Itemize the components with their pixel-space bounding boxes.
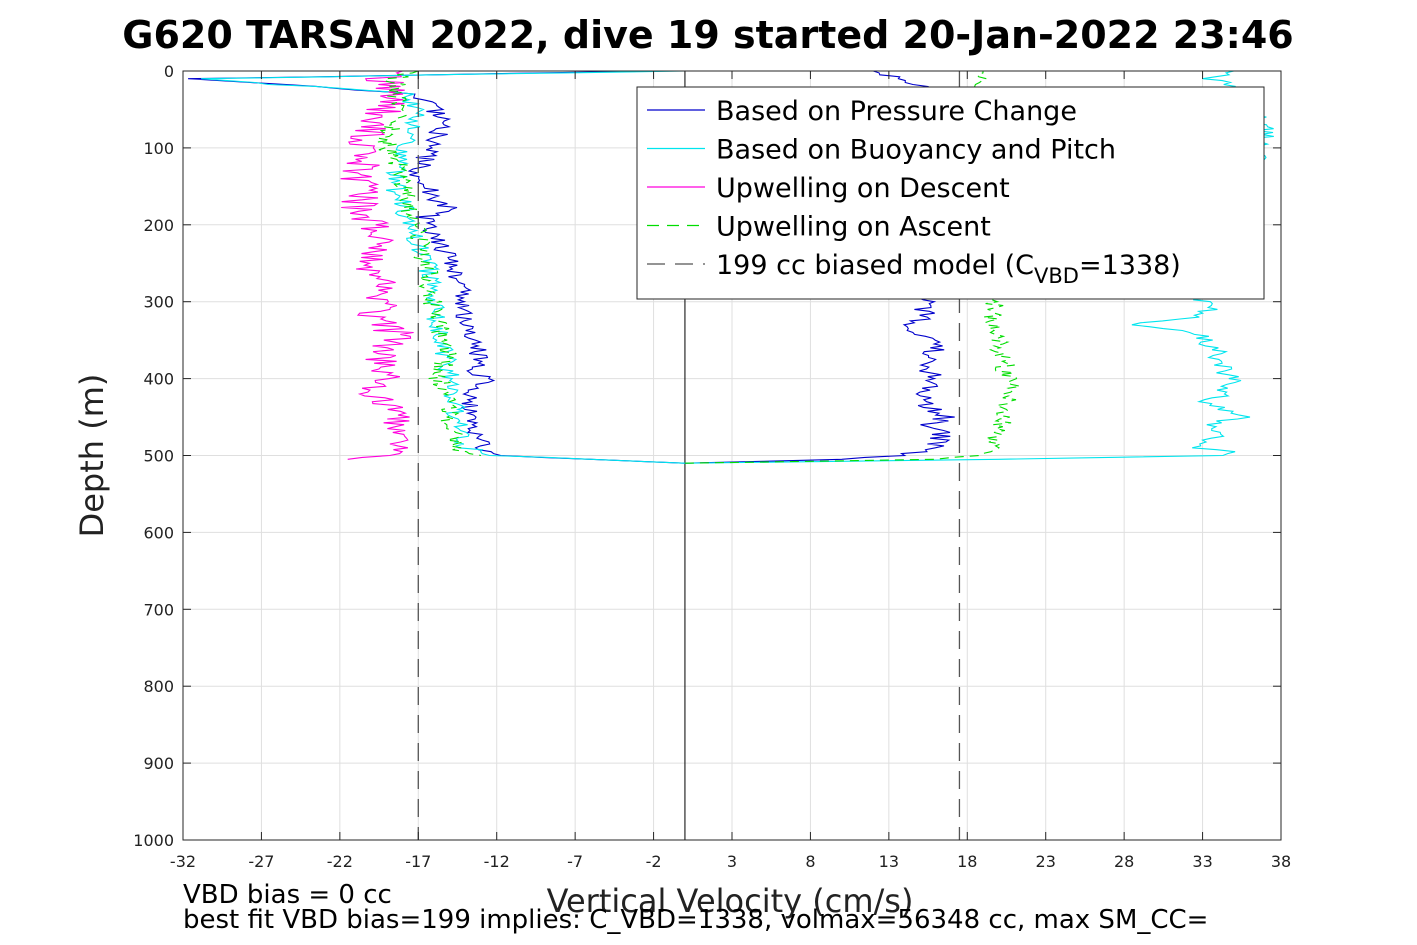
legend-entry-suffix: =1338) <box>1079 250 1181 281</box>
chart-title: G620 TARSAN 2022, dive 19 started 20-Jan… <box>122 13 1293 57</box>
legend: Based on Pressure Change Based on Buoyanc… <box>636 86 1265 300</box>
legend-entry-subscript: VBD <box>1034 264 1079 288</box>
series-line-descent <box>188 70 685 464</box>
y-tick-label: 400 <box>143 370 174 389</box>
x-tick-label: -12 <box>484 852 510 871</box>
legend-entry: 199 cc biased model (CVBD=1338) <box>716 250 1181 288</box>
legend-entry: Based on Buoyancy and Pitch <box>716 135 1116 166</box>
series-line-descent <box>340 70 414 460</box>
legend-entry: Based on Pressure Change <box>716 96 1077 127</box>
legend-box <box>636 86 1265 300</box>
x-tick-label: 3 <box>727 852 737 871</box>
y-tick-label: 300 <box>143 293 174 312</box>
y-tick-label: 800 <box>143 677 174 696</box>
y-tick-label: 600 <box>143 523 174 542</box>
x-tick-label: -2 <box>646 852 662 871</box>
x-tick-label: -32 <box>170 852 196 871</box>
y-tick-label: 700 <box>143 600 174 619</box>
y-tick-label: 500 <box>143 447 174 466</box>
y-tick-label: 100 <box>143 139 174 158</box>
x-tick-label: 8 <box>805 852 815 871</box>
vbd-bias-annotation: VBD bias = 0 cc <box>183 880 392 910</box>
x-tick-label: -27 <box>248 852 274 871</box>
y-axis-ticks: 0 100 200 300 400 500 600 700 800 900 1000 <box>133 62 1281 850</box>
legend-entry: Upwelling on Ascent <box>716 212 991 243</box>
x-tick-label: 13 <box>879 852 899 871</box>
y-tick-label: 1000 <box>133 831 174 850</box>
x-tick-label: 23 <box>1036 852 1056 871</box>
x-tick-label: 33 <box>1192 852 1212 871</box>
x-tick-label: -22 <box>327 852 353 871</box>
x-tick-label: 38 <box>1271 852 1291 871</box>
x-axis-label: Vertical Velocity (cm/s) <box>547 882 914 920</box>
series-line-descent <box>377 70 482 457</box>
x-tick-label: 18 <box>957 852 977 871</box>
y-tick-label: 900 <box>143 754 174 773</box>
legend-entry-prefix: 199 cc biased model (C <box>716 250 1034 281</box>
y-axis-label: Depth (m) <box>73 374 111 538</box>
x-tick-label: -17 <box>405 852 431 871</box>
y-tick-label: 0 <box>164 62 174 81</box>
x-tick-label: 28 <box>1114 852 1134 871</box>
series-line-descent <box>201 70 685 464</box>
y-tick-label: 200 <box>143 216 174 235</box>
best-fit-annotation: best fit VBD bias=199 implies: C_VBD=133… <box>183 905 1208 935</box>
x-tick-label: -7 <box>567 852 583 871</box>
x-axis-ticks: -32 -27 -22 -17 -12 -7 -2 3 8 13 18 23 28 33 38 <box>170 71 1291 871</box>
legend-entry: Upwelling on Descent <box>716 173 1010 204</box>
